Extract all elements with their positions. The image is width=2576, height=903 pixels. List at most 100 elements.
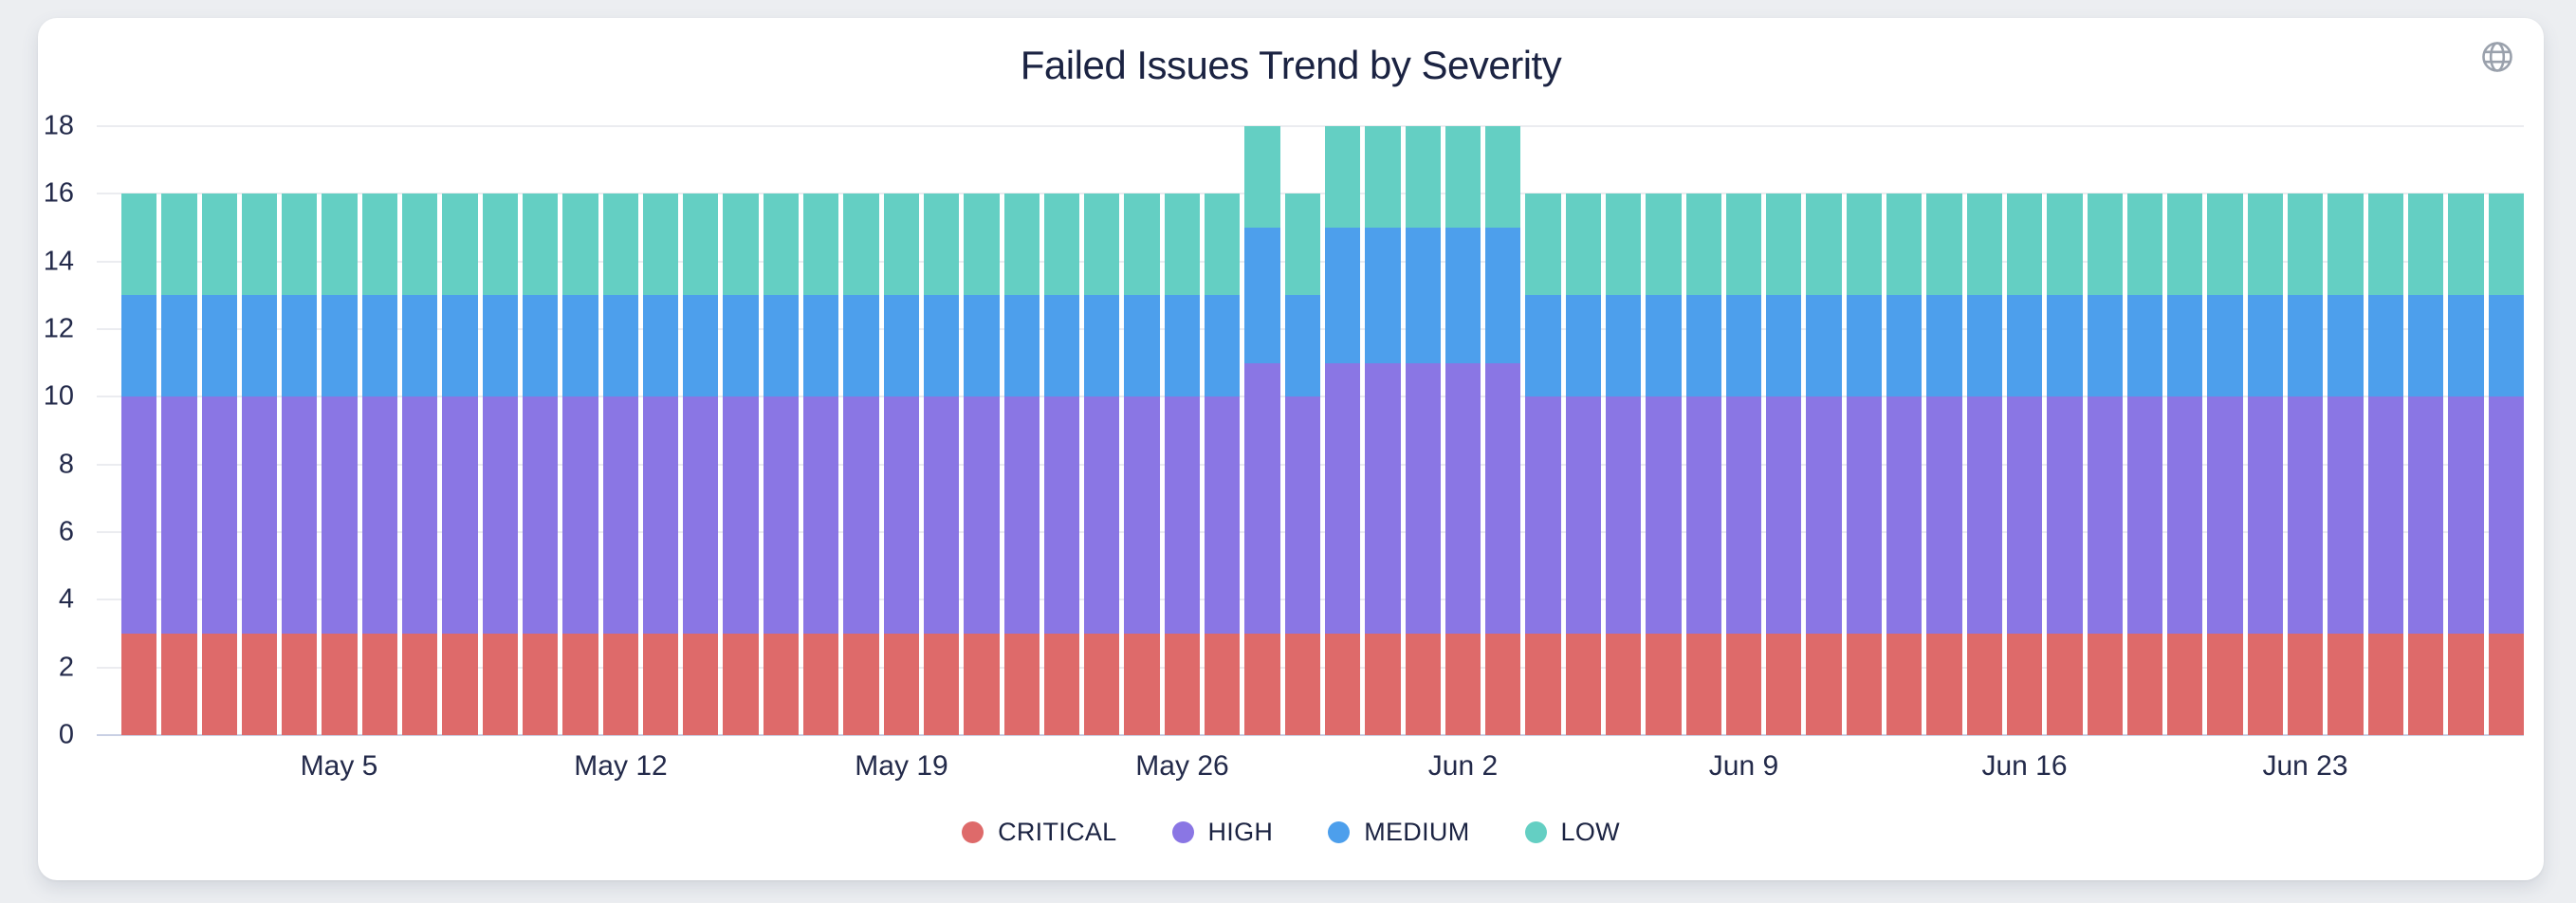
bar-segment-low[interactable] — [121, 194, 157, 296]
bar[interactable] — [2167, 126, 2203, 735]
bar-segment-medium[interactable] — [923, 295, 960, 397]
bar-segment-critical[interactable] — [1003, 634, 1040, 735]
bar-segment-medium[interactable] — [1244, 228, 1280, 363]
bar-segment-critical[interactable] — [1846, 634, 1883, 735]
bar-segment-critical[interactable] — [442, 634, 478, 735]
bar-segment-low[interactable] — [1605, 194, 1642, 296]
bar-segment-critical[interactable] — [1886, 634, 1923, 735]
bar-segment-critical[interactable] — [1725, 634, 1762, 735]
bar[interactable] — [763, 126, 800, 735]
bar-segment-critical[interactable] — [2047, 634, 2083, 735]
bar-segment-low[interactable] — [2367, 194, 2403, 296]
bar[interactable] — [562, 126, 598, 735]
bar-segment-critical[interactable] — [1405, 634, 1441, 735]
bar-segment-critical[interactable] — [2006, 634, 2043, 735]
bar-segment-critical[interactable] — [1164, 634, 1201, 735]
bar-segment-high[interactable] — [402, 396, 438, 634]
bar-segment-medium[interactable] — [2288, 295, 2324, 397]
bar-segment-medium[interactable] — [1766, 295, 1802, 397]
bar-segment-low[interactable] — [2126, 194, 2163, 296]
bar-segment-critical[interactable] — [1485, 634, 1521, 735]
bar-segment-critical[interactable] — [1646, 634, 1682, 735]
bar-segment-critical[interactable] — [883, 634, 919, 735]
bar[interactable] — [1966, 126, 2002, 735]
bar-segment-high[interactable] — [763, 396, 800, 634]
bar-segment-low[interactable] — [1646, 194, 1682, 296]
bar[interactable] — [2448, 126, 2484, 735]
bar[interactable] — [1444, 126, 1481, 735]
bar-segment-medium[interactable] — [723, 295, 759, 397]
bar-segment-high[interactable] — [1003, 396, 1040, 634]
bar-segment-low[interactable] — [1284, 194, 1320, 296]
bar-segment-critical[interactable] — [803, 634, 839, 735]
bar[interactable] — [723, 126, 759, 735]
bar-segment-high[interactable] — [562, 396, 598, 634]
bar-segment-low[interactable] — [1405, 126, 1441, 229]
bar[interactable] — [121, 126, 157, 735]
bar-segment-medium[interactable] — [763, 295, 800, 397]
bar-segment-medium[interactable] — [1725, 295, 1762, 397]
bar-segment-high[interactable] — [1244, 362, 1280, 634]
bar-segment-critical[interactable] — [2087, 634, 2123, 735]
bar-segment-critical[interactable] — [562, 634, 598, 735]
bar-segment-high[interactable] — [1605, 396, 1642, 634]
bar-segment-medium[interactable] — [1284, 295, 1320, 397]
legend-item-critical[interactable]: CRITICAL — [962, 818, 1116, 847]
bar[interactable] — [1043, 126, 1080, 735]
bar[interactable] — [1324, 126, 1361, 735]
bar[interactable] — [1685, 126, 1721, 735]
bar-segment-critical[interactable] — [964, 634, 1000, 735]
bar-segment-low[interactable] — [803, 194, 839, 296]
bar-segment-high[interactable] — [883, 396, 919, 634]
bar-segment-medium[interactable] — [2087, 295, 2123, 397]
bar-segment-critical[interactable] — [361, 634, 398, 735]
bar-segment-high[interactable] — [161, 396, 197, 634]
bar[interactable] — [402, 126, 438, 735]
bar-segment-high[interactable] — [1124, 396, 1160, 634]
bar-segment-low[interactable] — [282, 194, 318, 296]
bar-segment-medium[interactable] — [1926, 295, 1962, 397]
bar[interactable] — [201, 126, 237, 735]
bar-segment-low[interactable] — [723, 194, 759, 296]
bar[interactable] — [1886, 126, 1923, 735]
bar-segment-critical[interactable] — [161, 634, 197, 735]
bar-segment-low[interactable] — [2488, 194, 2524, 296]
bar-segment-medium[interactable] — [2047, 295, 2083, 397]
bar-segment-high[interactable] — [482, 396, 518, 634]
bar-segment-high[interactable] — [1646, 396, 1682, 634]
bar-segment-low[interactable] — [1485, 126, 1521, 229]
bar-segment-medium[interactable] — [2167, 295, 2203, 397]
bar[interactable] — [2367, 126, 2403, 735]
bar[interactable] — [1926, 126, 1962, 735]
bar-segment-low[interactable] — [161, 194, 197, 296]
bar-segment-low[interactable] — [1003, 194, 1040, 296]
bar-segment-high[interactable] — [2126, 396, 2163, 634]
bar-segment-high[interactable] — [1565, 396, 1601, 634]
bar-segment-low[interactable] — [361, 194, 398, 296]
bar-segment-medium[interactable] — [121, 295, 157, 397]
bar-segment-high[interactable] — [1966, 396, 2002, 634]
bar-segment-medium[interactable] — [1164, 295, 1201, 397]
bar-segment-critical[interactable] — [1124, 634, 1160, 735]
bar-segment-critical[interactable] — [522, 634, 559, 735]
bar[interactable] — [1084, 126, 1120, 735]
bar[interactable] — [843, 126, 879, 735]
bar-segment-medium[interactable] — [803, 295, 839, 397]
bar-segment-medium[interactable] — [562, 295, 598, 397]
bar[interactable] — [2488, 126, 2524, 735]
bar-segment-low[interactable] — [1565, 194, 1601, 296]
bar-segment-critical[interactable] — [923, 634, 960, 735]
bar-segment-critical[interactable] — [642, 634, 679, 735]
bar-segment-medium[interactable] — [642, 295, 679, 397]
bar-segment-low[interactable] — [322, 194, 358, 296]
bar-segment-low[interactable] — [923, 194, 960, 296]
bar[interactable] — [2047, 126, 2083, 735]
bar-segment-critical[interactable] — [2407, 634, 2444, 735]
bar-segment-critical[interactable] — [2448, 634, 2484, 735]
bar[interactable] — [1405, 126, 1441, 735]
bar-segment-low[interactable] — [522, 194, 559, 296]
bar-segment-low[interactable] — [482, 194, 518, 296]
bar-segment-low[interactable] — [602, 194, 638, 296]
bar-segment-low[interactable] — [2006, 194, 2043, 296]
bar-segment-high[interactable] — [361, 396, 398, 634]
